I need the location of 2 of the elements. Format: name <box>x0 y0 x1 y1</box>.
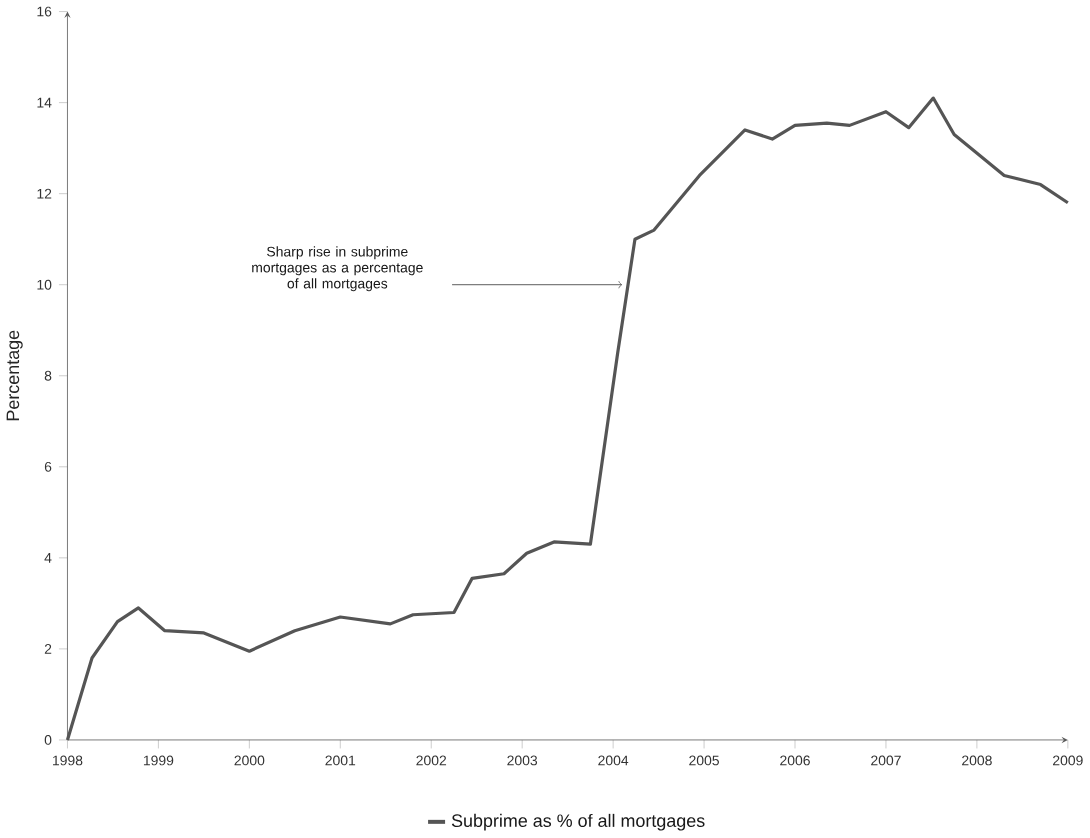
y-axis-title: Percentage <box>6 330 23 421</box>
legend-label: Subprime as % of all mortgages <box>451 813 705 831</box>
